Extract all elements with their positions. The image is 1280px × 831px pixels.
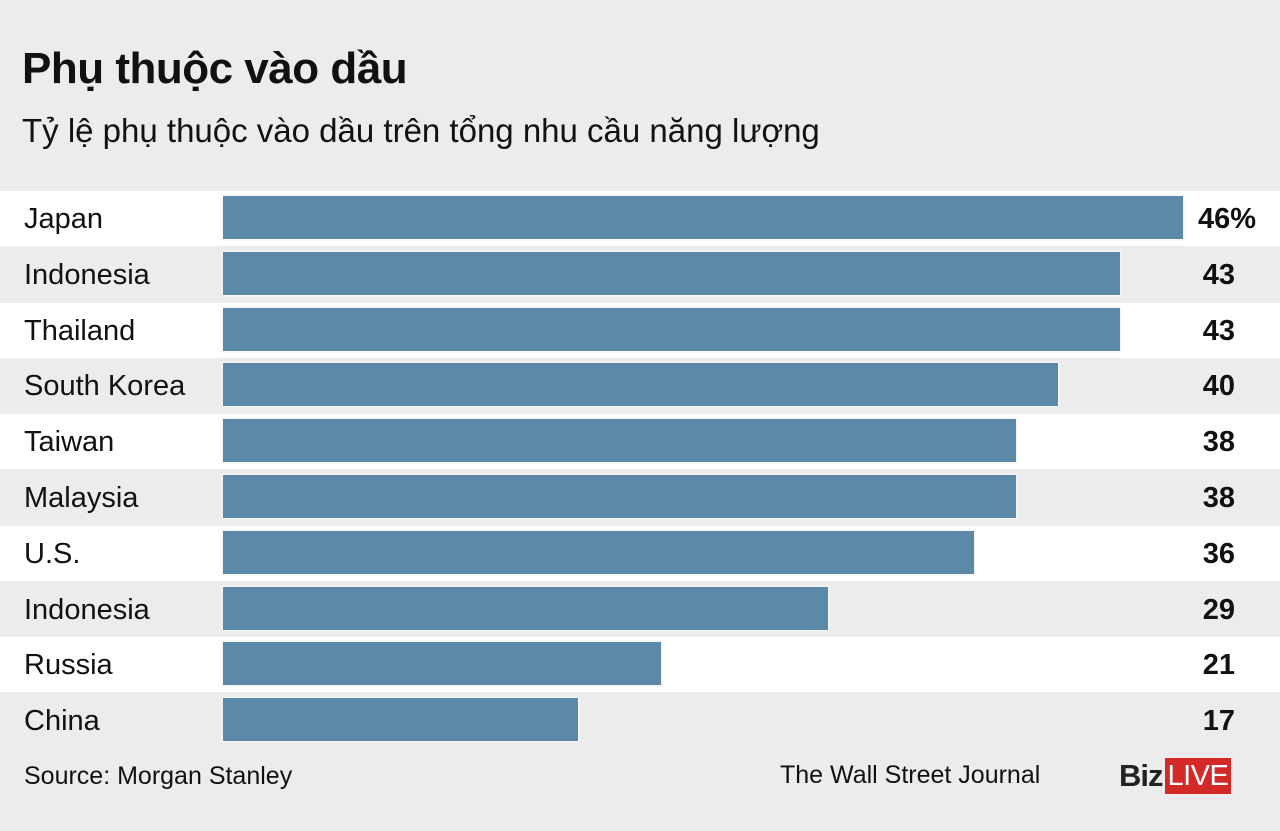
value-label: 46% <box>1197 203 1256 235</box>
bar-row: Russia 21 <box>0 637 1280 693</box>
value-label: 21 <box>1202 649 1235 682</box>
value-label: 40 <box>1202 370 1235 403</box>
bar-row: Indonesia 29 <box>0 581 1280 637</box>
value-label: 43 <box>1202 258 1235 291</box>
bar-row: China 17 <box>0 693 1280 749</box>
category-label: Malaysia <box>24 482 139 514</box>
value-label: 38 <box>1202 426 1235 459</box>
bar <box>223 363 1058 407</box>
category-label: South Korea <box>24 370 186 403</box>
bar <box>223 307 1120 351</box>
chart-title: Phụ thuộc vào dầu <box>22 44 408 93</box>
bar <box>223 698 578 742</box>
category-label: Indonesia <box>24 593 150 626</box>
credit-note: The Wall Street Journal <box>780 761 1041 789</box>
bizlive-logo: Biz LIVE <box>1119 758 1232 794</box>
bar-row: South Korea 40 <box>0 358 1280 414</box>
category-label: Indonesia <box>24 258 150 291</box>
value-label: 17 <box>1202 705 1235 738</box>
bar <box>223 530 974 574</box>
bar-row: Taiwan 38 <box>0 414 1280 470</box>
bar-row: U.S. 36 <box>0 525 1280 581</box>
bar-row: Thailand 43 <box>0 302 1280 358</box>
bar <box>223 642 661 686</box>
logo-biz-text: Biz <box>1119 758 1163 793</box>
bar <box>223 419 1016 463</box>
bar-row: Malaysia 38 <box>0 470 1280 525</box>
chart-subtitle: Tỷ lệ phụ thuộc vào dầu trên tổng nhu cầ… <box>22 112 820 149</box>
bar-row: Japan 46% <box>0 191 1280 246</box>
category-label: Japan <box>24 203 104 235</box>
value-label: 43 <box>1202 314 1235 347</box>
source-note: Source: Morgan Stanley <box>24 762 293 790</box>
value-label: 36 <box>1202 537 1235 570</box>
category-label: U.S. <box>24 537 81 570</box>
bar <box>223 475 1016 518</box>
bar <box>223 196 1183 239</box>
bar-row: Indonesia 43 <box>0 246 1280 302</box>
category-label: Taiwan <box>24 426 115 459</box>
category-label: Russia <box>24 649 113 682</box>
value-label: 29 <box>1202 593 1235 626</box>
category-label: China <box>24 705 100 738</box>
value-label: 38 <box>1202 482 1235 514</box>
bar <box>223 586 828 630</box>
category-label: Thailand <box>24 314 136 347</box>
bar <box>223 251 1120 295</box>
logo-live-text: LIVE <box>1164 758 1232 794</box>
